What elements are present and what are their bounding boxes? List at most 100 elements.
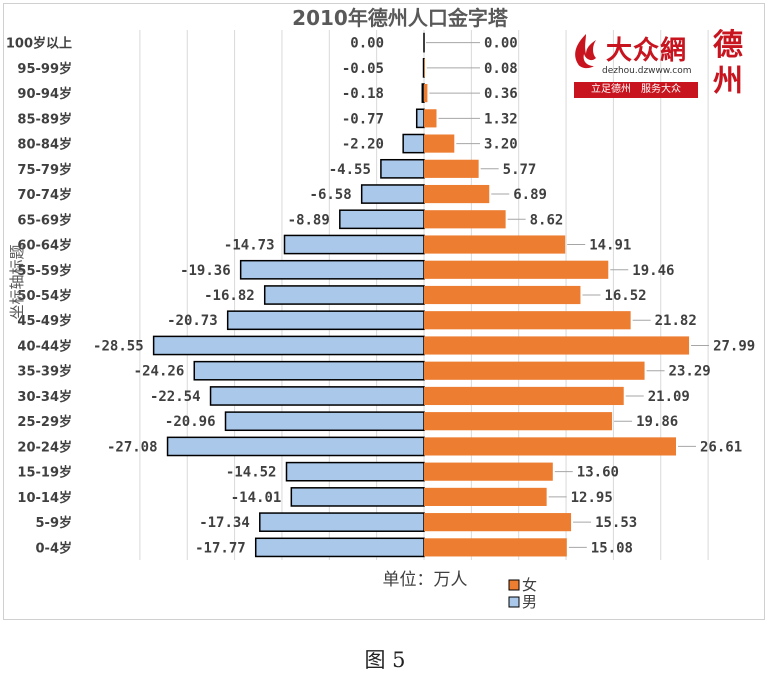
data-label-female: 0.08 xyxy=(484,61,518,77)
logo-city: 德州 xyxy=(713,28,743,99)
data-label-male: -8.89 xyxy=(288,212,330,228)
data-labels: 15.08 -17.77 15.53 -17.34 12.95 -14.01 13.60 -1… xyxy=(93,36,755,557)
data-label-male: -14.52 xyxy=(226,465,277,481)
bar-male xyxy=(209,386,425,406)
data-label-female: 1.32 xyxy=(484,111,518,127)
data-label-male: -17.77 xyxy=(195,540,246,556)
bar-female xyxy=(424,58,425,77)
data-label-female: 14.91 xyxy=(589,238,631,254)
category-label: 10-14岁 xyxy=(17,490,72,506)
data-label-female: 5.77 xyxy=(503,162,537,178)
data-label-female: 26.61 xyxy=(700,439,742,455)
bar-male xyxy=(224,411,425,432)
data-label-male: -14.73 xyxy=(224,238,275,254)
bar-male xyxy=(263,285,425,305)
bar-female xyxy=(424,462,553,481)
bar-female xyxy=(424,109,437,128)
flame-logo-icon xyxy=(575,34,596,69)
data-label-female: 15.53 xyxy=(595,515,637,531)
data-label-female: 16.52 xyxy=(604,288,646,304)
figure-caption: 图 5 xyxy=(364,648,406,672)
category-label: 100岁以上 xyxy=(6,36,72,52)
bar-male xyxy=(402,133,425,154)
bar-female xyxy=(424,184,490,204)
bar-male xyxy=(239,259,425,280)
legend-label: 女 xyxy=(522,576,537,594)
data-label-female: 15.08 xyxy=(591,540,633,556)
category-label: 55-59岁 xyxy=(17,263,72,279)
data-label-female: 13.60 xyxy=(577,465,619,481)
logo-brand: 大众網 xyxy=(606,36,688,66)
logo: 大众網 dezhou.dzwww.com 立足德州 服务大众 德州 xyxy=(562,28,754,104)
data-label-female: 21.82 xyxy=(655,313,697,329)
category-label: 85-89岁 xyxy=(17,111,72,127)
data-label-female: 23.29 xyxy=(669,364,711,380)
bar-female xyxy=(424,311,631,330)
bar-male xyxy=(415,108,425,129)
bar-male xyxy=(360,184,425,204)
bar-male xyxy=(285,461,425,482)
bar-female xyxy=(424,513,572,532)
bar-female xyxy=(424,412,613,431)
data-label-male: -2.20 xyxy=(342,137,384,153)
bar-male xyxy=(283,234,425,255)
bar-female xyxy=(424,260,609,279)
data-label-male: -20.73 xyxy=(167,313,218,329)
data-label-female: 8.62 xyxy=(530,212,564,228)
data-label-male: -14.01 xyxy=(231,490,282,506)
data-label-female: 12.95 xyxy=(571,490,613,506)
population-pyramid-chart: 0-4岁 5-9岁 10-14岁 15-19岁 20-24岁 25-29岁 30-34岁 35… xyxy=(6,6,755,611)
bar-male xyxy=(421,83,425,103)
bar-female xyxy=(424,336,690,355)
bar-male xyxy=(259,512,425,532)
category-label: 40-44岁 xyxy=(17,338,72,354)
category-label: 75-79岁 xyxy=(17,162,72,178)
bar-male xyxy=(166,436,425,457)
data-label-male: -4.55 xyxy=(329,162,371,178)
bar-female xyxy=(424,84,428,103)
bar-female xyxy=(424,134,455,153)
data-label-male: -0.05 xyxy=(342,61,384,77)
x-axis-title: 单位：万人 xyxy=(383,570,468,590)
logo-slogan: 立足德州 服务大众 xyxy=(574,82,698,98)
bar-female xyxy=(424,210,506,229)
bar-female xyxy=(424,235,566,254)
data-label-male: -0.18 xyxy=(342,86,384,102)
data-label-female: 6.89 xyxy=(513,187,547,203)
bar-male xyxy=(193,360,425,381)
legend-swatch xyxy=(508,579,520,591)
data-label-female: 27.99 xyxy=(713,338,755,354)
data-label-female: 21.09 xyxy=(648,389,690,405)
bar-male xyxy=(290,487,425,507)
category-label: 65-69岁 xyxy=(17,212,72,228)
data-label-male: 0.00 xyxy=(350,36,384,52)
category-labels: 0-4岁 5-9岁 10-14岁 15-19岁 20-24岁 25-29岁 30-34岁 35… xyxy=(6,36,72,557)
data-label-male: -16.82 xyxy=(204,288,255,304)
data-label-female: 0.36 xyxy=(484,86,518,102)
category-label: 70-74岁 xyxy=(17,187,72,203)
data-label-male: -27.08 xyxy=(107,439,158,455)
data-label-female: 3.20 xyxy=(484,137,518,153)
bar-male xyxy=(226,310,425,331)
data-label-female: 0.00 xyxy=(484,36,518,52)
category-label: 60-64岁 xyxy=(17,238,72,254)
legend: 女男 xyxy=(508,576,537,611)
logo-url: dezhou.dzwww.com xyxy=(602,66,692,76)
bar-male xyxy=(380,158,425,179)
data-label-male: -20.96 xyxy=(165,414,216,430)
category-label: 0-4岁 xyxy=(36,540,73,556)
category-label: 35-39岁 xyxy=(17,364,72,380)
y-axis-title: 坐标轴标题 xyxy=(8,244,26,319)
bar-female xyxy=(424,159,479,178)
category-label: 30-34岁 xyxy=(17,389,72,405)
category-label: 80-84岁 xyxy=(17,137,72,153)
bar-female xyxy=(424,538,567,557)
data-label-male: -17.34 xyxy=(199,515,250,531)
bar-male xyxy=(254,537,425,558)
bar-female xyxy=(424,437,676,456)
data-label-male: -0.77 xyxy=(342,111,384,127)
bar-female xyxy=(424,386,624,406)
bar-male xyxy=(152,335,425,356)
bars xyxy=(152,32,690,558)
data-label-male: -22.54 xyxy=(150,389,201,405)
